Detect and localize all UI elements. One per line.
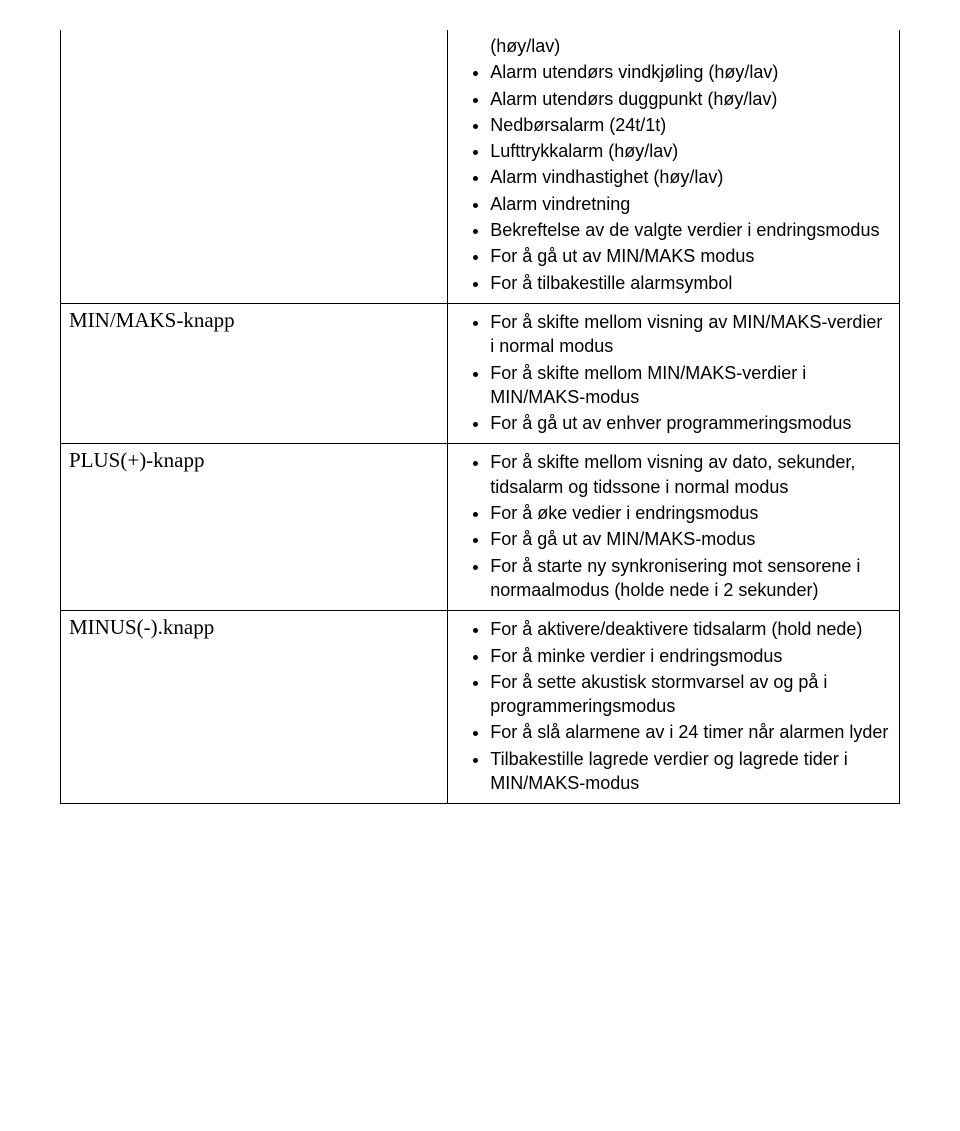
list-item: For å gå ut av MIN/MAKS modus <box>490 244 891 268</box>
table-row: PLUS(+)-knapp For å skifte mellom visning… <box>61 444 900 611</box>
list-item: For å minke verdier i endringsmodus <box>490 644 891 668</box>
list-item: For å gå ut av enhver programmeringsmodu… <box>490 411 891 435</box>
list-item: Tilbakestille lagrede verdier og lagrede… <box>490 747 891 796</box>
row-content-cell: For å skifte mellom visning av dato, sek… <box>448 444 900 611</box>
table-row: (høy/lav)Alarm utendørs vindkjøling (høy… <box>61 30 900 303</box>
row-label: MINUS(-).knapp <box>69 615 214 639</box>
row-content-cell: For å skifte mellom visning av MIN/MAKS-… <box>448 303 900 443</box>
item-list: Alarm utendørs vindkjøling (høy/lav) Alar… <box>456 60 891 295</box>
row-label: PLUS(+)-knapp <box>69 448 205 472</box>
continuation-text: (høy/lav) <box>456 34 891 58</box>
list-item: For å slå alarmene av i 24 timer når ala… <box>490 720 891 744</box>
row-label-cell: PLUS(+)-knapp <box>61 444 448 611</box>
row-content-cell: For å aktivere/deaktivere tidsalarm (hol… <box>448 611 900 804</box>
list-item: Alarm vindretning <box>490 192 891 216</box>
list-item: For å skifte mellom visning av dato, sek… <box>490 450 891 499</box>
list-item: Lufttrykkalarm (høy/lav) <box>490 139 891 163</box>
item-list: For å skifte mellom visning av dato, sek… <box>456 450 891 602</box>
item-list: For å skifte mellom visning av MIN/MAKS-… <box>456 310 891 435</box>
list-item: For å tilbakestille alarmsymbol <box>490 271 891 295</box>
table-row: MIN/MAKS-knapp For å skifte mellom visnin… <box>61 303 900 443</box>
list-item: For å skifte mellom MIN/MAKS-verdier i M… <box>490 361 891 410</box>
list-item: Nedbørsalarm (24t/1t) <box>490 113 891 137</box>
list-item: For å skifte mellom visning av MIN/MAKS-… <box>490 310 891 359</box>
table-row: MINUS(-).knapp For å aktivere/deaktivere … <box>61 611 900 804</box>
list-item: For å starte ny synkronisering mot senso… <box>490 554 891 603</box>
page-container: (høy/lav)Alarm utendørs vindkjøling (høy… <box>0 0 960 844</box>
row-label-cell: MINUS(-).knapp <box>61 611 448 804</box>
row-label: MIN/MAKS-knapp <box>69 308 235 332</box>
list-item: For å gå ut av MIN/MAKS-modus <box>490 527 891 551</box>
list-item: Bekreftelse av de valgte verdier i endri… <box>490 218 891 242</box>
list-item: For å sette akustisk stormvarsel av og p… <box>490 670 891 719</box>
list-item: Alarm utendørs vindkjøling (høy/lav) <box>490 60 891 84</box>
table-body: (høy/lav)Alarm utendørs vindkjøling (høy… <box>61 30 900 804</box>
list-item: Alarm utendørs duggpunkt (høy/lav) <box>490 87 891 111</box>
row-label-cell: MIN/MAKS-knapp <box>61 303 448 443</box>
list-item: For å aktivere/deaktivere tidsalarm (hol… <box>490 617 891 641</box>
list-item: Alarm vindhastighet (høy/lav) <box>490 165 891 189</box>
item-list: For å aktivere/deaktivere tidsalarm (hol… <box>456 617 891 795</box>
list-item: For å øke vedier i endringsmodus <box>490 501 891 525</box>
row-content-cell: (høy/lav)Alarm utendørs vindkjøling (høy… <box>448 30 900 303</box>
button-functions-table: (høy/lav)Alarm utendørs vindkjøling (høy… <box>60 30 900 804</box>
row-label-cell <box>61 30 448 303</box>
